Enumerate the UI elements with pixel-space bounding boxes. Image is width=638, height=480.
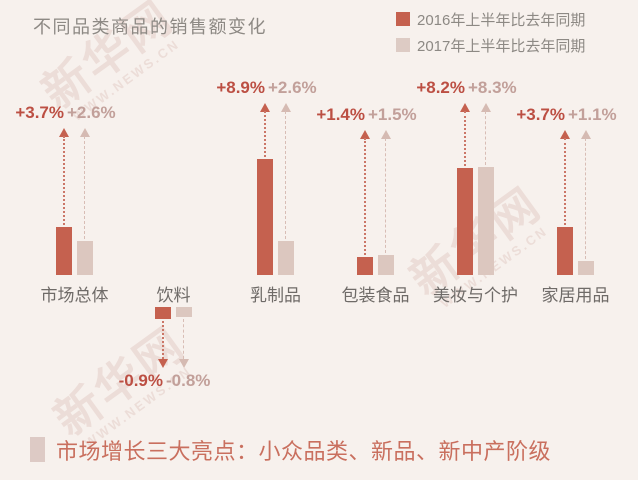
legend-label-2016: 2016年上半年比去年同期 xyxy=(417,11,586,29)
arrow-dotted-line xyxy=(564,138,566,225)
legend-label-2017: 2017年上半年比去年同期 xyxy=(417,37,586,55)
footnote-bullet xyxy=(30,437,45,462)
legend-swatch-2017 xyxy=(396,38,410,52)
bar-2017 xyxy=(77,241,93,275)
bar-2016 xyxy=(557,227,573,275)
arrow-dotted-line xyxy=(385,138,386,253)
legend-item-2017: 2017年上半年比去年同期 xyxy=(396,34,585,56)
arrow-dotted-line xyxy=(285,111,286,239)
page-title: 不同品类商品的销售额变化 xyxy=(33,17,267,37)
arrow-dotted-line xyxy=(464,111,466,166)
arrow-up-icon xyxy=(281,103,291,112)
value-label-row: +3.7% +1.1% xyxy=(487,106,638,124)
arrow-up-icon xyxy=(260,103,270,112)
bar-2016 xyxy=(56,227,72,275)
value-label-row: -0.9% -0.8% xyxy=(85,372,245,390)
arrow-up-icon xyxy=(360,130,370,139)
value-label-2017: +2.6% xyxy=(67,103,116,122)
arrow-dotted-line xyxy=(183,319,184,359)
arrow-up-icon xyxy=(581,130,591,139)
arrow-down-icon xyxy=(179,359,189,368)
category-label: 包装食品 xyxy=(341,286,410,305)
footnote-text: 市场增长三大亮点：小众品类、新品、新中产阶级 xyxy=(56,439,552,464)
legend-swatch-2016 xyxy=(396,12,410,26)
arrow-dotted-line xyxy=(162,321,164,359)
value-label-2016: +8.9% xyxy=(216,78,265,97)
value-label-row: +8.2% +8.3% xyxy=(387,79,547,97)
legend-item-2016: 2016年上半年比去年同期 xyxy=(396,8,585,30)
bar-2016 xyxy=(155,307,171,319)
bar-2016 xyxy=(457,168,473,275)
value-label-2016: +3.7% xyxy=(15,103,64,122)
value-label-2017: -0.8% xyxy=(166,371,211,390)
bar-2016 xyxy=(357,257,373,275)
arrow-dotted-line xyxy=(364,138,366,255)
bar-2017 xyxy=(176,307,192,317)
arrow-dotted-line xyxy=(485,111,486,165)
arrow-dotted-line xyxy=(84,136,85,239)
arrow-up-icon xyxy=(481,103,491,112)
bar-2017 xyxy=(478,167,494,275)
category-label: 市场总体 xyxy=(40,286,109,305)
bar-2017 xyxy=(278,241,294,275)
bar-2017 xyxy=(378,255,394,275)
arrow-up-icon xyxy=(59,128,69,137)
value-label-2017: +2.6% xyxy=(268,78,317,97)
value-label-2017: +1.5% xyxy=(368,105,417,124)
value-label-2017: +1.1% xyxy=(568,105,617,124)
arrow-up-icon xyxy=(80,128,90,137)
value-label-row: +8.9% +2.6% xyxy=(187,79,347,97)
value-label-2016: +8.2% xyxy=(416,78,465,97)
arrow-down-icon xyxy=(158,359,168,368)
value-label-row: +1.4% +1.5% xyxy=(287,106,447,124)
category-label: 美妆与个护 xyxy=(433,286,518,305)
arrow-up-icon xyxy=(560,130,570,139)
legend: 2016年上半年比去年同期 2017年上半年比去年同期 xyxy=(396,8,585,60)
arrow-dotted-line xyxy=(585,138,586,259)
arrow-up-icon xyxy=(460,103,470,112)
category-label: 家居用品 xyxy=(541,286,610,305)
arrow-dotted-line xyxy=(264,111,266,157)
value-label-2016: +3.7% xyxy=(516,105,565,124)
category-label: 饮料 xyxy=(156,286,191,305)
arrow-dotted-line xyxy=(63,136,65,225)
value-label-row: +3.7% +2.6% xyxy=(0,104,146,122)
category-label: 乳制品 xyxy=(250,286,301,305)
bar-2017 xyxy=(578,261,594,275)
bar-2016 xyxy=(257,159,273,275)
value-label-2016: -0.9% xyxy=(118,371,163,390)
value-label-2016: +1.4% xyxy=(316,105,365,124)
value-label-2017: +8.3% xyxy=(468,78,517,97)
arrow-up-icon xyxy=(381,130,391,139)
